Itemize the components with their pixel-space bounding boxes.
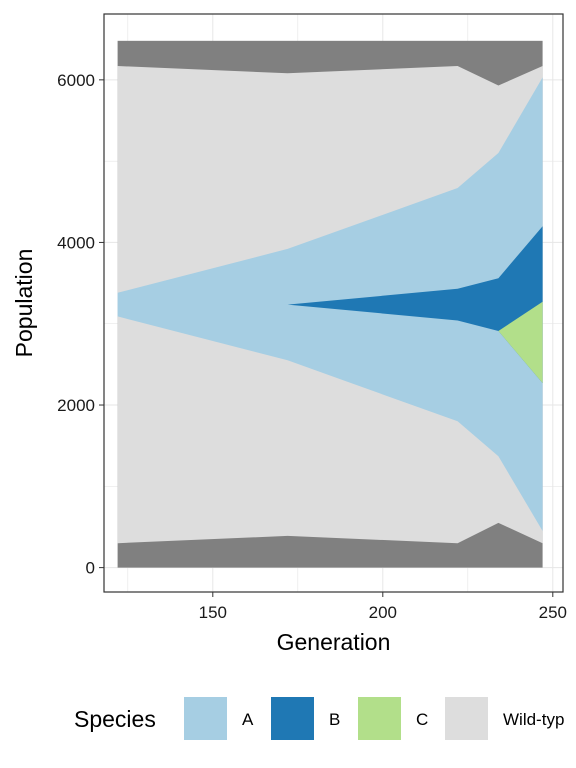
x-tick-label: 200 xyxy=(369,603,397,622)
x-axis: 150 200 250 xyxy=(199,592,567,622)
area-b xyxy=(287,226,543,384)
legend: Species A B C Wild-typ xyxy=(74,697,564,740)
y-tick-label: 0 xyxy=(86,559,95,578)
legend-label: Wild-typ xyxy=(503,710,564,729)
legend-key-b xyxy=(271,697,314,740)
legend-key-wild-typ xyxy=(445,697,488,740)
x-tick-label: 150 xyxy=(199,603,227,622)
y-tick-label: 6000 xyxy=(57,71,95,90)
area-layers xyxy=(117,40,543,568)
legend-label: A xyxy=(242,710,254,729)
x-axis-title: Generation xyxy=(277,629,391,655)
x-tick-label: 250 xyxy=(539,603,567,622)
y-tick-label: 4000 xyxy=(57,233,95,252)
y-tick-label: 2000 xyxy=(57,396,95,415)
legend-label: C xyxy=(416,710,428,729)
y-axis: 0 2000 4000 6000 xyxy=(57,71,104,578)
area-c xyxy=(498,301,543,384)
legend-key-c xyxy=(358,697,401,740)
legend-key-a xyxy=(184,697,227,740)
y-axis-title: Population xyxy=(11,249,37,358)
legend-title: Species xyxy=(74,706,156,732)
plot-panel-border xyxy=(103,13,564,593)
legend-label: B xyxy=(329,710,340,729)
